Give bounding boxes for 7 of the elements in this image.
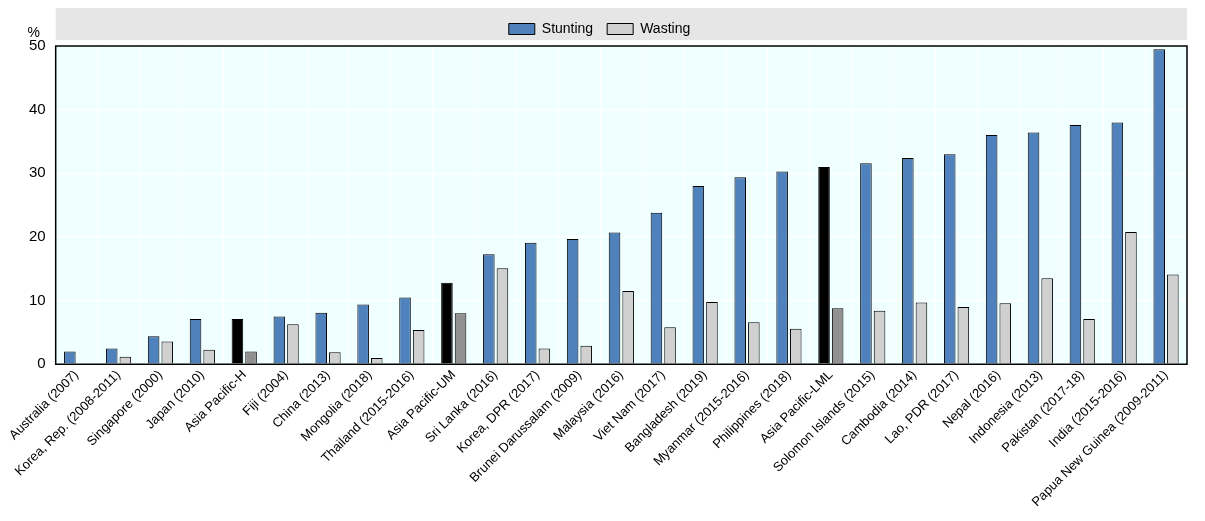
- y-tick-label: 10: [29, 290, 46, 308]
- y-tick-label: 30: [29, 163, 46, 181]
- y-tick-label: 40: [29, 99, 46, 117]
- legend-label: Stunting: [541, 19, 594, 36]
- legend-label: Wasting: [640, 19, 691, 36]
- y-tick-label: 20: [29, 227, 46, 245]
- y-tick-label: 0: [37, 354, 46, 372]
